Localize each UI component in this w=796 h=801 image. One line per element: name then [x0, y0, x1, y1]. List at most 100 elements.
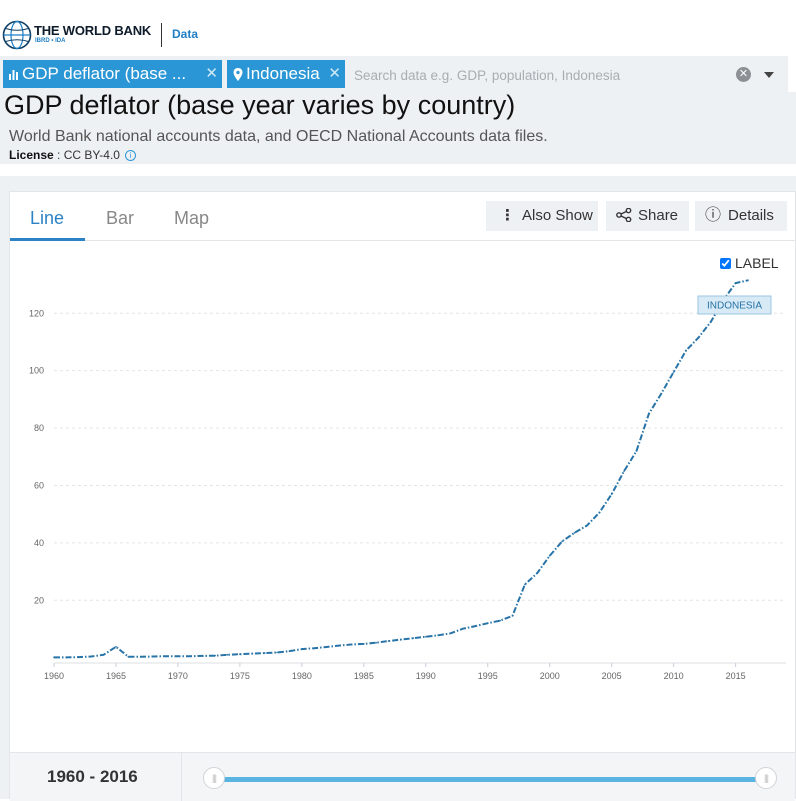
- data-point[interactable]: [623, 470, 625, 473]
- data-point[interactable]: [610, 493, 613, 495]
- data-point[interactable]: [189, 655, 192, 658]
- x-tick-label: 1960: [44, 671, 64, 681]
- data-point[interactable]: [362, 642, 365, 645]
- country-chip-label: Indonesia: [246, 64, 320, 83]
- data-point[interactable]: [462, 627, 464, 630]
- data-point[interactable]: [263, 652, 266, 654]
- year-slider-track[interactable]: [214, 777, 766, 782]
- also-show-label: Also Show: [522, 207, 593, 224]
- search-input[interactable]: [352, 62, 726, 88]
- data-point[interactable]: [685, 349, 687, 352]
- data-point[interactable]: [734, 282, 737, 285]
- y-tick-label: 80: [34, 423, 44, 433]
- data-point[interactable]: [449, 632, 452, 635]
- data-point[interactable]: [598, 511, 601, 514]
- data-point[interactable]: [238, 653, 241, 656]
- country-chip[interactable]: Indonesia ✕: [227, 60, 345, 88]
- data-point[interactable]: [400, 638, 402, 641]
- data-point[interactable]: [102, 653, 105, 656]
- data-point[interactable]: [635, 450, 638, 452]
- label-toggle[interactable]: LABEL: [720, 255, 779, 271]
- brand-name[interactable]: THE WORLD BANK: [34, 23, 152, 38]
- data-point[interactable]: [300, 648, 303, 650]
- data-point[interactable]: [474, 625, 477, 627]
- data-point[interactable]: [127, 655, 130, 658]
- data-point[interactable]: [65, 656, 68, 659]
- indicator-chip[interactable]: GDP deflator (base ... ✕: [3, 60, 222, 88]
- remove-indicator-chip-icon[interactable]: ✕: [205, 65, 218, 82]
- details-label: Details: [728, 207, 774, 224]
- clear-search-icon[interactable]: ✕: [736, 67, 751, 82]
- data-point[interactable]: [672, 371, 675, 374]
- data-point[interactable]: [251, 652, 254, 655]
- data-point[interactable]: [325, 646, 328, 648]
- year-range: 1960 - 2016: [47, 767, 138, 787]
- data-point[interactable]: [548, 554, 551, 557]
- tab-map[interactable]: Map: [174, 208, 210, 228]
- data-point[interactable]: [77, 656, 80, 658]
- data-point[interactable]: [387, 640, 390, 642]
- chevron-down-icon[interactable]: [764, 72, 774, 78]
- data-point[interactable]: [164, 655, 167, 658]
- data-point[interactable]: [177, 655, 179, 658]
- data-point[interactable]: [585, 524, 588, 527]
- data-point[interactable]: [573, 531, 576, 534]
- data-point[interactable]: [697, 336, 700, 339]
- x-tick-label: 1985: [354, 671, 374, 681]
- data-point[interactable]: [536, 572, 539, 574]
- data-point[interactable]: [561, 540, 564, 543]
- data-point[interactable]: [115, 645, 117, 648]
- data-point[interactable]: [90, 655, 93, 658]
- data-point[interactable]: [338, 644, 340, 647]
- data-point[interactable]: [226, 653, 229, 656]
- share-icon: [616, 207, 632, 223]
- label-checkbox[interactable]: [720, 258, 731, 269]
- data-section-link[interactable]: Data: [172, 27, 199, 41]
- data-point[interactable]: [276, 651, 278, 654]
- data-point[interactable]: [709, 320, 712, 323]
- data-point[interactable]: [350, 643, 353, 646]
- share-button[interactable]: Share: [606, 201, 689, 231]
- data-point[interactable]: [313, 647, 316, 650]
- x-tick-label: 1975: [230, 671, 250, 681]
- license-info-icon[interactable]: i: [124, 150, 136, 161]
- data-point[interactable]: [152, 655, 155, 658]
- chart-area: LABEL 20 40 60 80 100 120 1960 1965 1970 1975 1980…: [10, 242, 795, 752]
- data-point[interactable]: [660, 392, 663, 395]
- tab-line[interactable]: Line: [30, 208, 65, 228]
- range-separator: -: [84, 767, 100, 786]
- x-tick-label: 1965: [106, 671, 126, 681]
- year-slider-start-handle[interactable]: |||: [203, 767, 225, 789]
- details-button[interactable]: ⓘ Details: [695, 201, 787, 231]
- data-point[interactable]: [499, 619, 502, 622]
- map-pin-icon: [233, 68, 243, 81]
- data-point[interactable]: [511, 614, 514, 617]
- world-bank-globe-icon[interactable]: [2, 20, 32, 50]
- data-point[interactable]: [201, 655, 204, 657]
- data-point[interactable]: [375, 641, 378, 644]
- label-toggle-text: LABEL: [735, 255, 779, 271]
- tabs-divider: [10, 240, 795, 241]
- data-point[interactable]: [647, 412, 650, 415]
- series-line-indonesia[interactable]: [54, 279, 749, 659]
- remove-country-chip-icon[interactable]: ✕: [328, 65, 341, 82]
- data-point[interactable]: [214, 654, 217, 657]
- data-point[interactable]: [747, 279, 749, 282]
- range-start: 1960: [47, 767, 85, 786]
- tab-bar[interactable]: Bar: [106, 208, 135, 228]
- data-point[interactable]: [437, 634, 440, 637]
- data-point[interactable]: [424, 635, 427, 638]
- data-point[interactable]: [288, 650, 291, 652]
- data-point[interactable]: [412, 637, 415, 640]
- year-slider-end-handle[interactable]: |||: [755, 767, 777, 789]
- data-point[interactable]: [53, 656, 55, 659]
- also-show-button[interactable]: ⋮ Also Show: [486, 201, 598, 231]
- share-label: Share: [638, 207, 679, 224]
- data-point[interactable]: [524, 583, 526, 586]
- data-point[interactable]: [139, 655, 142, 658]
- y-tick-label: 100: [29, 366, 44, 376]
- data-point[interactable]: [486, 622, 489, 625]
- license-value[interactable]: : CC BY-4.0: [53, 148, 120, 162]
- timeline-divider: [181, 753, 182, 801]
- data-source: World Bank national accounts data, and O…: [9, 128, 548, 145]
